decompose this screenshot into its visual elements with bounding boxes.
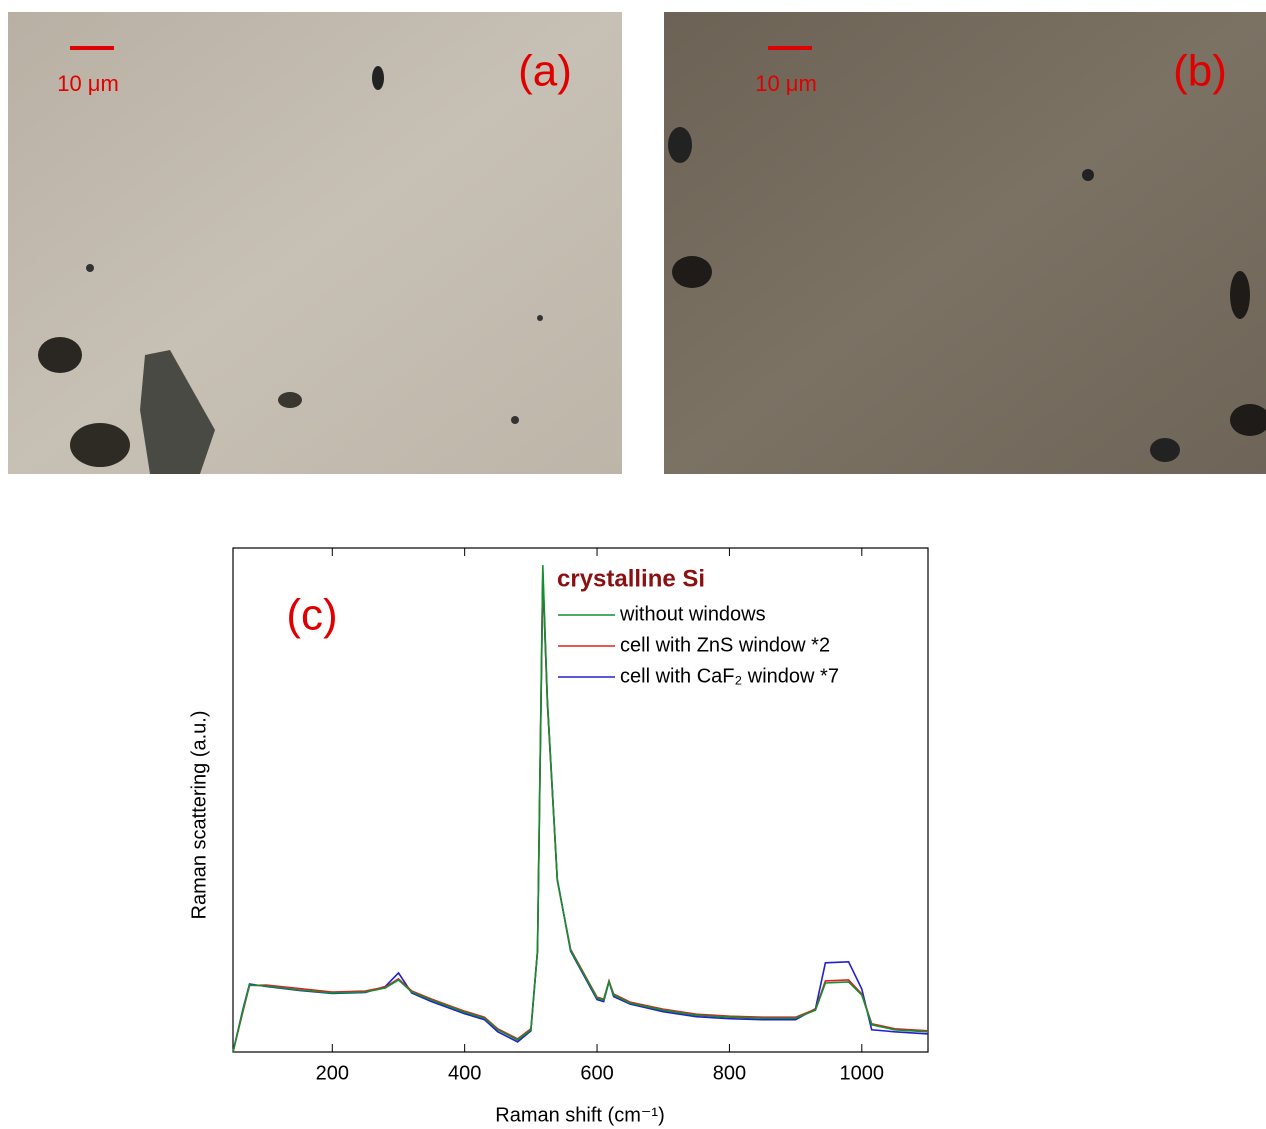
scale-bar-label: 10 μm	[755, 71, 817, 96]
legend-label: without windows	[619, 603, 766, 625]
legend-label: cell with ZnS window *2	[620, 634, 830, 656]
x-axis-label: Raman shift (cm⁻¹)	[495, 1104, 664, 1126]
legend-label: cell with CaF₂ window *7	[620, 665, 839, 687]
x-tick-label: 600	[580, 1062, 613, 1084]
panel-label: (c)	[286, 591, 337, 640]
x-tick-label: 800	[713, 1062, 746, 1084]
x-tick-label: 200	[316, 1062, 349, 1084]
scale-bar-label: 10 μm	[57, 71, 119, 96]
legend-title: crystalline Si	[557, 565, 705, 592]
x-tick-label: 1000	[840, 1062, 885, 1084]
y-axis-label: Raman scattering (a.u.)	[188, 711, 210, 920]
micrograph-b: 10 μm (b)	[664, 12, 1266, 474]
panel-label: (b)	[1173, 47, 1227, 96]
panel-label: (a)	[518, 47, 572, 96]
x-tick-label: 400	[448, 1062, 481, 1084]
micrograph-a: 10 μm (a)	[8, 12, 622, 474]
figure: 10 μm (a) 10 μm (b) (c) crystalline Si R…	[0, 0, 1266, 1129]
